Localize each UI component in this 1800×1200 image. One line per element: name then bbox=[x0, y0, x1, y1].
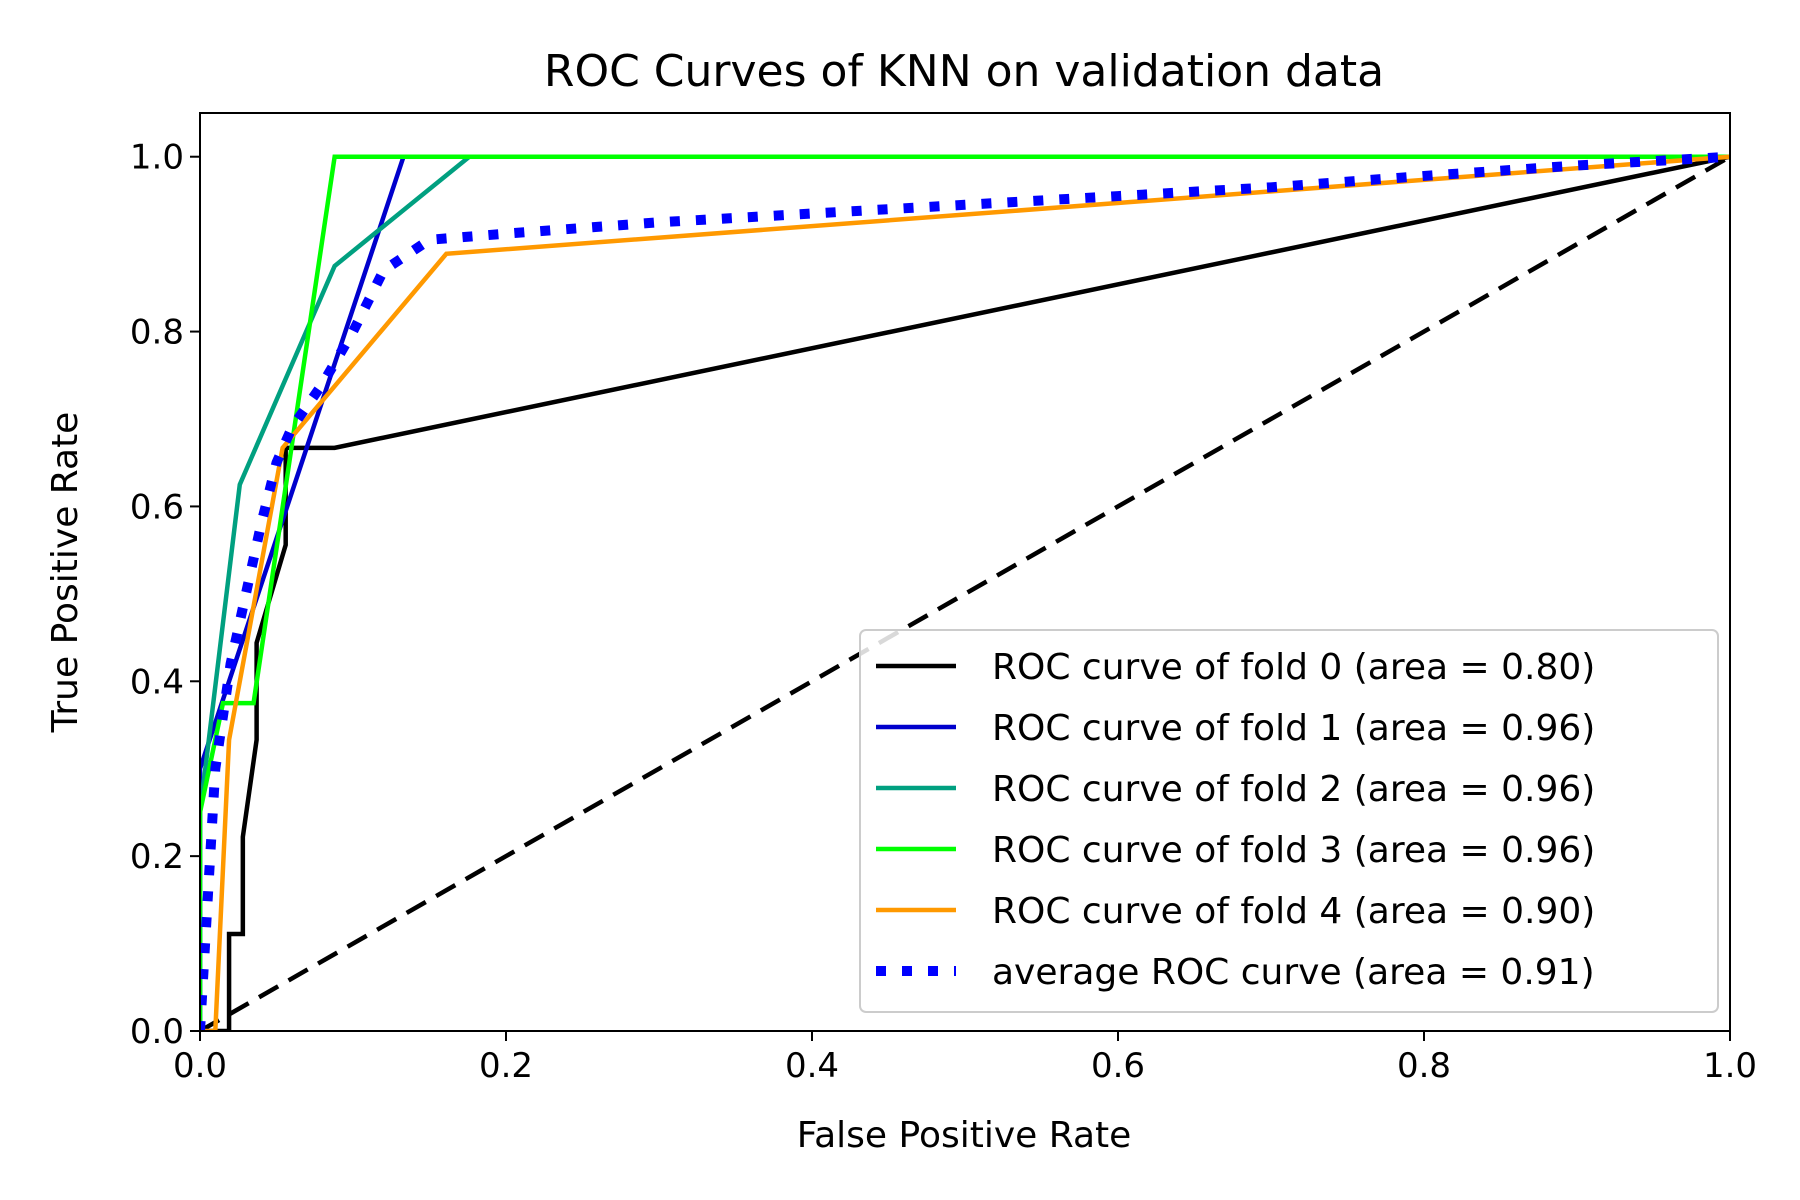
y-tick-label: 0.8 bbox=[130, 313, 184, 353]
chart-title: ROC Curves of KNN on validation data bbox=[544, 46, 1384, 97]
legend: ROC curve of fold 0 (area = 0.80) ROC cur… bbox=[859, 629, 1719, 1013]
legend-label: average ROC curve (area = 0.91) bbox=[992, 952, 1595, 993]
series-line-0 bbox=[200, 154, 1730, 1031]
legend-label: ROC curve of fold 1 (area = 0.96) bbox=[992, 708, 1595, 749]
diagonal-reference-line bbox=[200, 154, 1730, 1031]
x-tick-label: 0.0 bbox=[173, 1046, 227, 1086]
series-line-5 bbox=[200, 151, 1730, 1031]
plot-area bbox=[200, 151, 1730, 1031]
y-tick-label: 0.2 bbox=[130, 837, 184, 877]
y-tick-label: 0.0 bbox=[130, 1012, 184, 1052]
y-tick-label: 1.0 bbox=[130, 138, 184, 178]
legend-label: ROC curve of fold 3 (area = 0.96) bbox=[992, 830, 1595, 871]
axes-frame bbox=[199, 112, 1731, 1032]
legend-label: ROC curve of fold 0 (area = 0.80) bbox=[992, 647, 1595, 688]
x-axis-label: False Positive Rate bbox=[797, 1115, 1132, 1156]
x-tick-label: 1.0 bbox=[1703, 1046, 1757, 1086]
axis-ticks: 0.0 0.2 0.4 0.6 0.8 1.0 0.0 0.2 0.4 0.6 0.8 1.0 bbox=[130, 138, 1757, 1086]
x-tick-label: 0.2 bbox=[479, 1046, 533, 1086]
legend-label: ROC curve of fold 2 (area = 0.96) bbox=[992, 769, 1595, 810]
legend-label: ROC curve of fold 4 (area = 0.90) bbox=[992, 891, 1595, 932]
y-axis-label: True Positive Rate bbox=[45, 412, 86, 734]
y-tick-label: 0.6 bbox=[130, 487, 184, 527]
x-tick-label: 0.6 bbox=[1091, 1046, 1145, 1086]
series-line-3 bbox=[200, 154, 1730, 1031]
series-line-4 bbox=[200, 154, 1730, 1031]
x-tick-label: 0.4 bbox=[785, 1046, 839, 1086]
x-tick-label: 0.8 bbox=[1397, 1046, 1451, 1086]
legend-box bbox=[859, 629, 1719, 1013]
y-tick-label: 0.4 bbox=[130, 662, 184, 702]
